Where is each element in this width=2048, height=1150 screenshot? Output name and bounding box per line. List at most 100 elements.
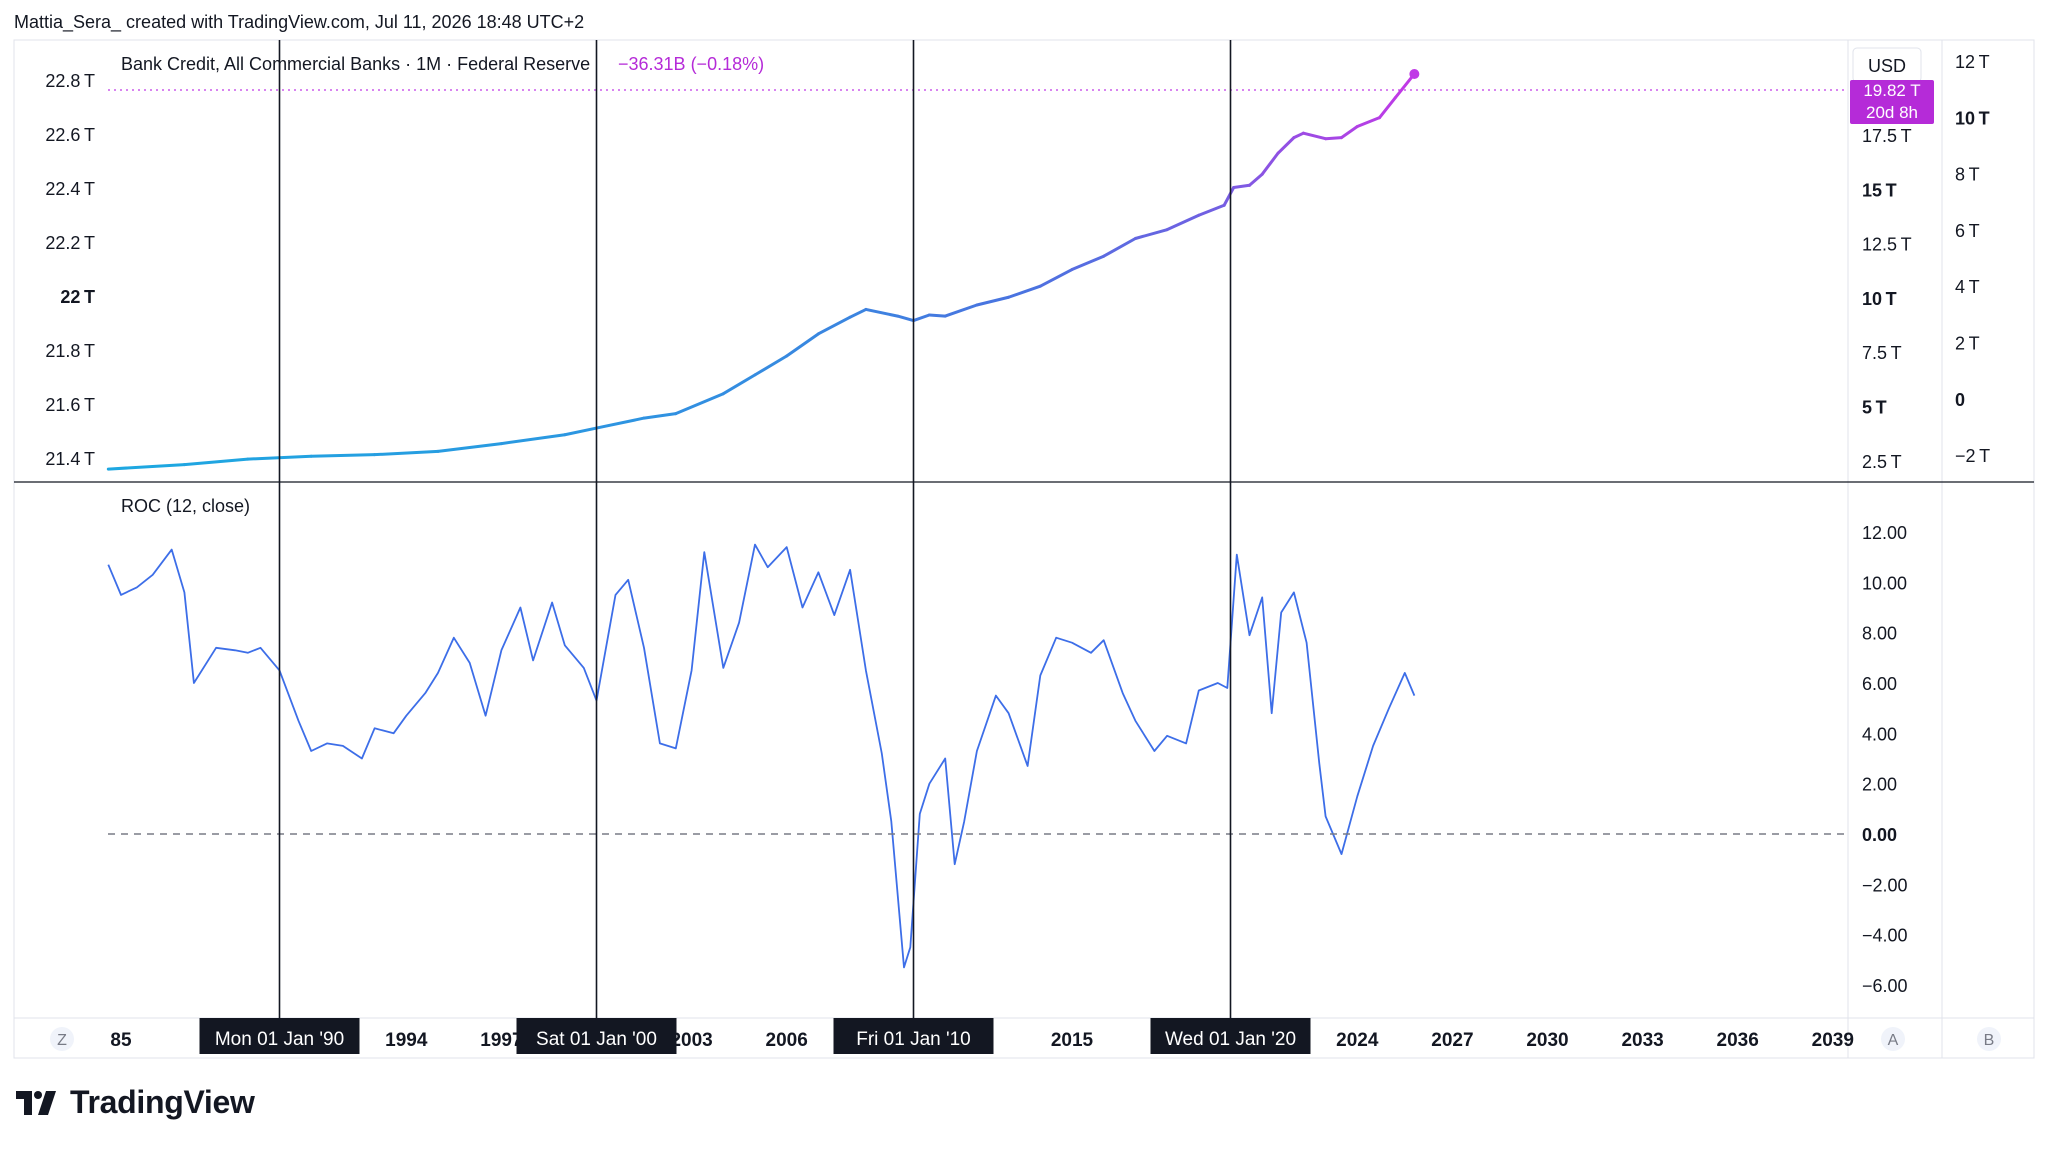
- roc-axis-tick-label: 10.00: [1862, 573, 1907, 593]
- bank-credit-line-segment: [1292, 131, 1305, 140]
- axis-tick-label: 5 T: [1862, 398, 1887, 418]
- tradingview-logo-text: TradingView: [70, 1084, 255, 1120]
- roc-axis-tick-label: 6.00: [1862, 674, 1897, 694]
- left-price-axis: 22.8 T 22.6 T 22.4 T 22.2 T 22 T 21.8 T 21.6 T…: [45, 71, 95, 469]
- axis-tick-label: 8 T: [1955, 165, 1980, 185]
- bank-credit-line-segment: [1355, 116, 1381, 129]
- currency-button-label: USD: [1868, 56, 1906, 76]
- bank-credit-line-segment: [436, 442, 503, 453]
- crosshair-labels: Mon 01 Jan '90 Sat 01 Jan '00 Fri 01 Jan '…: [199, 1018, 1311, 1054]
- time-axis-tick: 2039: [1812, 1030, 1854, 1051]
- crosshair-group: [278, 40, 1232, 1018]
- chart-frame: [13, 39, 2035, 1059]
- bank-credit-line-segment: [373, 449, 440, 457]
- auto-scale-label: Z: [57, 1032, 67, 1049]
- crosshair-date-label: Fri 01 Jan '10: [856, 1029, 971, 1050]
- bank-credit-line-segment: [1301, 131, 1328, 141]
- chart-attribution: Mattia_Sera_ created with TradingView.co…: [14, 12, 585, 32]
- time-axis-tick: 2015: [1051, 1030, 1094, 1051]
- right-price-axis-1: 17.5 T 15 T 12.5 T 10 T 7.5 T 5 T 2.5 T: [1862, 126, 1912, 472]
- axis-tick-label: 12 T: [1955, 52, 1990, 72]
- axis-tick-label: 2 T: [1955, 334, 1980, 354]
- axis-b-button[interactable]: [1977, 1027, 2001, 1051]
- time-axis-tick: 2006: [766, 1030, 808, 1051]
- bank-credit-line-segment: [1393, 72, 1416, 100]
- bank-credit-line-segment: [1133, 228, 1169, 241]
- crosshair-date-label: Mon 01 Jan '90: [215, 1029, 344, 1050]
- bank-credit-line-segment: [1260, 151, 1280, 176]
- crosshair-date-label-bg: [833, 1018, 994, 1054]
- crosshair-date-label: Sat 01 Jan '00: [536, 1029, 657, 1050]
- axis-tick-label: 10 T: [1955, 108, 1990, 128]
- roc-line: [107, 543, 1416, 969]
- axis-tick-label: 10 T: [1862, 289, 1897, 309]
- bank-credit-line-segment: [642, 412, 678, 420]
- last-value-point: [1409, 68, 1420, 79]
- bank-credit-line-segment: [1102, 237, 1137, 258]
- auto-scale-button[interactable]: [50, 1027, 74, 1051]
- bank-credit-line-segment: [1222, 186, 1236, 207]
- axis-tick-label: 7.5 T: [1862, 343, 1902, 363]
- main-pane-title: Bank Credit, All Commercial Banks · 1M ·…: [121, 54, 590, 74]
- bank-credit-line-segment: [1324, 136, 1343, 141]
- bank-credit-line-segment: [1038, 268, 1074, 288]
- time-axis-tick: 2003: [670, 1030, 712, 1051]
- bank-credit-line-segment: [721, 373, 757, 396]
- roc-axis-tick-label: 4.00: [1862, 724, 1897, 744]
- roc-price-axis: 12.00 10.00 8.00 6.00 4.00 2.00 0.00 −2.00 −4.00…: [1862, 523, 1908, 996]
- time-axis-tick: 2027: [1431, 1030, 1473, 1051]
- bank-credit-line-segment: [912, 313, 931, 323]
- axis-tick-label: 22.2 T: [45, 233, 95, 253]
- roc-line-group: [107, 543, 1416, 969]
- bank-credit-line-segment: [563, 426, 598, 437]
- bank-credit-line-segment: [595, 416, 646, 430]
- axis-tick-label: 15 T: [1862, 180, 1897, 200]
- crosshair-date-label-bg: [516, 1018, 677, 1054]
- axis-tick-label: 6 T: [1955, 221, 1980, 241]
- tradingview-logo-icon: [16, 1090, 56, 1115]
- bank-credit-line-segment: [499, 433, 567, 446]
- bank-credit-line-segment: [674, 392, 725, 416]
- bank-credit-line-segment: [896, 314, 915, 323]
- bank-credit-line-group: [106, 68, 1420, 471]
- bank-credit-line-segment: [816, 315, 852, 336]
- axis-a-button[interactable]: [1881, 1027, 1905, 1051]
- time-axis-tick: 2030: [1526, 1030, 1568, 1051]
- right-price-axis-2: 12 T 10 T 8 T 6 T 4 T 2 T 0 −2 T: [1955, 52, 1990, 466]
- bank-credit-line-segment: [1232, 183, 1252, 190]
- axis-tick-label: 17.5 T: [1862, 126, 1912, 146]
- axis-tick-label: 22.4 T: [45, 179, 95, 199]
- bank-credit-line-segment: [785, 332, 820, 358]
- roc-axis-tick-label: −2.00: [1862, 875, 1908, 895]
- axis-tick-label: −2 T: [1955, 446, 1990, 466]
- axis-tick-label: 21.4 T: [45, 449, 95, 469]
- bank-credit-line-segment: [106, 463, 186, 471]
- bank-credit-line-segment: [1070, 254, 1106, 272]
- bank-credit-line-segment: [1377, 96, 1397, 120]
- axis-tick-label: 4 T: [1955, 277, 1980, 297]
- roc-axis-tick-label: 2.00: [1862, 775, 1897, 795]
- axis-tick-label: 2.5 T: [1862, 452, 1902, 472]
- time-axis-tick: 1994: [385, 1030, 428, 1051]
- axis-tick-label: 22.6 T: [45, 125, 95, 145]
- last-value-badge-countdown: 20d 8h: [1866, 103, 1918, 122]
- time-axis-tick: 85: [110, 1030, 132, 1051]
- last-value-badge-value: 19.82 T: [1863, 81, 1920, 100]
- crosshair-date-label-bg: [1150, 1018, 1311, 1054]
- crosshair-date-label: Wed 01 Jan '20: [1165, 1029, 1296, 1050]
- bank-credit-line-segment: [1276, 136, 1296, 155]
- tradingview-logo[interactable]: TradingView: [16, 1084, 255, 1121]
- time-axis-tick: 1997: [480, 1030, 522, 1051]
- bank-credit-line-segment: [943, 303, 979, 318]
- roc-axis-tick-label: 12.00: [1862, 523, 1907, 543]
- bank-credit-line-segment: [309, 453, 377, 458]
- bank-credit-line-segment: [182, 457, 250, 467]
- roc-axis-tick-label: −6.00: [1862, 976, 1908, 996]
- roc-axis-tick-label: 8.00: [1862, 624, 1897, 644]
- axis-tick-label: 22.8 T: [45, 71, 95, 91]
- time-axis-tick: 2036: [1717, 1030, 1759, 1051]
- bank-credit-line-segment: [848, 307, 868, 319]
- main-pane-change: −36.31B (−0.18%): [618, 54, 764, 74]
- last-value-badge: [1850, 80, 1934, 124]
